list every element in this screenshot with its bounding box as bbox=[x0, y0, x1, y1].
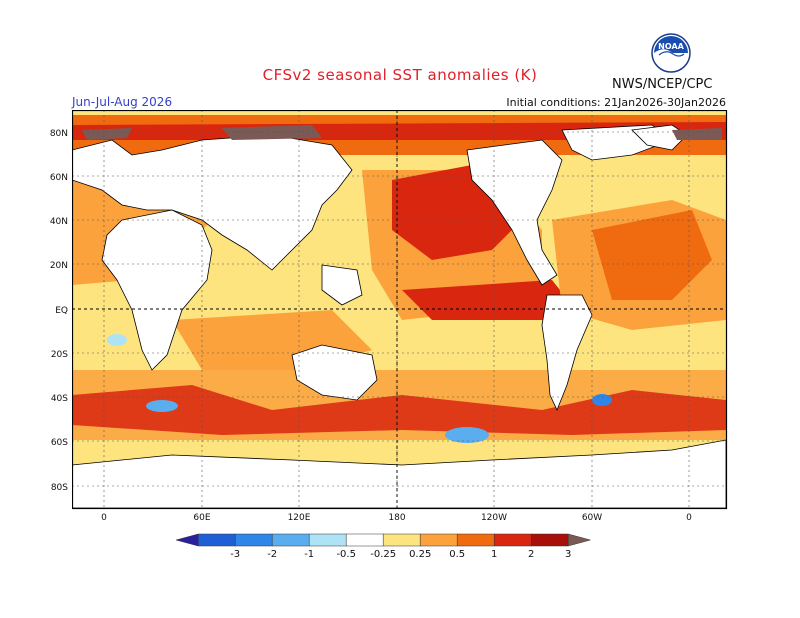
lat-label: 80N bbox=[50, 129, 68, 139]
lat-label: EQ bbox=[55, 306, 68, 316]
lat-label: 60N bbox=[50, 173, 68, 183]
lon-label: 0 bbox=[686, 513, 692, 523]
legend-label: -1 bbox=[304, 549, 314, 560]
legend-swatch bbox=[456, 533, 495, 547]
lon-label: 60E bbox=[193, 513, 210, 523]
lon-label: 120E bbox=[288, 513, 311, 523]
legend-swatch bbox=[234, 533, 273, 547]
map-frame bbox=[72, 110, 728, 510]
lon-label: 120W bbox=[481, 513, 507, 523]
legend-label: -3 bbox=[230, 549, 240, 560]
arctic-extreme bbox=[672, 128, 722, 140]
land bbox=[72, 124, 726, 508]
lat-axis: 80N 60N 40N 20N EQ 20S 40S 60S 80S bbox=[50, 129, 68, 493]
legend-label: 1 bbox=[491, 549, 497, 560]
warm-region bbox=[72, 385, 726, 435]
legend-swatch bbox=[419, 533, 458, 547]
legend-label: 0.5 bbox=[449, 549, 465, 560]
color-legend: -3 -2 -1 -0.5 -0.25 0.25 0.5 1 2 3 bbox=[175, 533, 592, 560]
arctic-extreme bbox=[82, 128, 132, 140]
legend-swatch bbox=[197, 533, 236, 547]
legend-label: 3 bbox=[565, 549, 571, 560]
cool-region bbox=[445, 427, 489, 443]
legend-swatch bbox=[345, 533, 384, 547]
cool-region bbox=[592, 394, 612, 406]
cool-region bbox=[107, 334, 127, 346]
noaa-logo: NOAA bbox=[651, 33, 691, 73]
legend-swatch bbox=[530, 533, 569, 547]
lat-label: 60S bbox=[51, 438, 68, 448]
legend-arrow-low bbox=[175, 533, 199, 547]
legend-swatch bbox=[493, 533, 532, 547]
legend-label: 0.25 bbox=[409, 549, 431, 560]
arctic-extreme bbox=[222, 125, 322, 140]
legend-label: -0.25 bbox=[370, 549, 396, 560]
lat-label: 80S bbox=[51, 483, 68, 493]
lon-label: 60W bbox=[582, 513, 602, 523]
legend-label: -2 bbox=[267, 549, 277, 560]
chart-title: CFSv2 seasonal SST anomalies (K) bbox=[262, 66, 538, 84]
legend-label: 2 bbox=[528, 549, 534, 560]
forecast-period: Jun-Jul-Aug 2026 bbox=[72, 95, 173, 109]
logo-text: NOAA bbox=[658, 42, 684, 51]
lat-label: 40N bbox=[50, 217, 68, 227]
lon-label: 180 bbox=[388, 513, 405, 523]
agency-label: NWS/NCEP/CPC bbox=[612, 77, 713, 92]
lon-axis: 0 60E 120E 180 120W 60W 0 bbox=[101, 513, 692, 523]
sst-anomaly-map bbox=[72, 110, 728, 510]
lat-label: 20S bbox=[51, 350, 68, 360]
lat-label: 40S bbox=[51, 394, 68, 404]
gridlines bbox=[72, 110, 726, 508]
legend-label: -0.5 bbox=[336, 549, 356, 560]
warm-region bbox=[592, 210, 712, 300]
legend-swatch bbox=[308, 533, 347, 547]
warm-region bbox=[402, 280, 572, 320]
legend-arrow-high bbox=[567, 533, 592, 547]
legend-swatch bbox=[382, 533, 421, 547]
lat-label: 20N bbox=[50, 261, 68, 271]
lon-label: 0 bbox=[101, 513, 107, 523]
initial-conditions: Initial conditions: 21Jan2026-30Jan2026 bbox=[506, 96, 726, 109]
cool-region bbox=[146, 400, 178, 412]
legend-swatch bbox=[271, 533, 310, 547]
